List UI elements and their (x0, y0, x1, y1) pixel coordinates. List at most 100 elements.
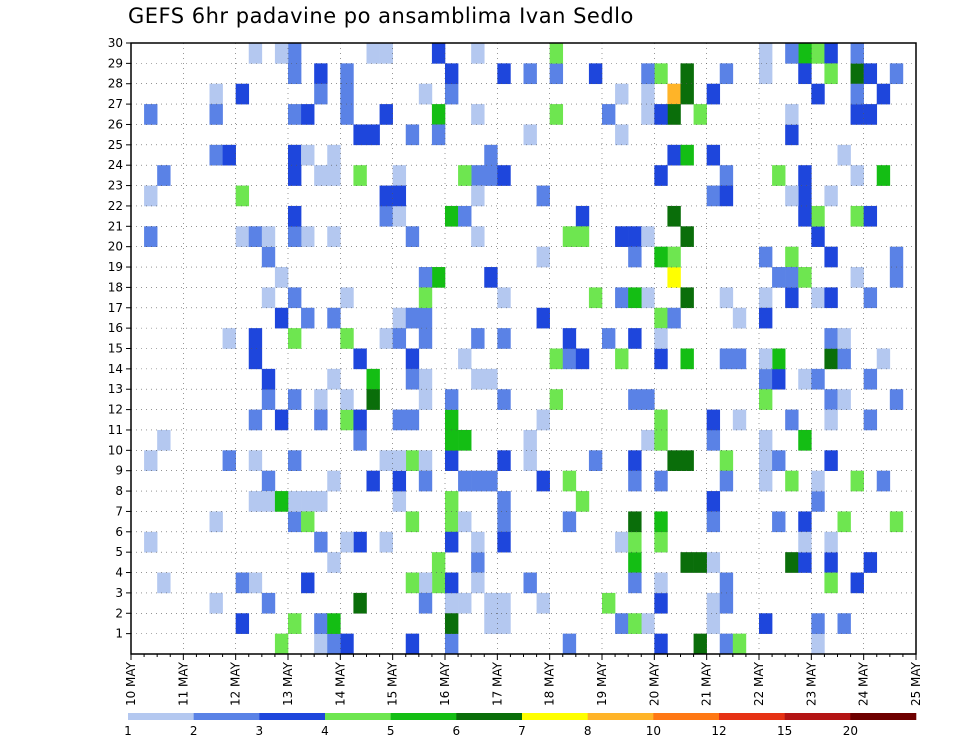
heatmap-cell (654, 348, 668, 370)
heatmap-cell (458, 205, 472, 227)
heatmap-cell (667, 450, 681, 471)
heatmap-cell (654, 633, 668, 655)
heatmap-cell (850, 83, 864, 105)
colorbar-swatch (259, 713, 326, 720)
heatmap-cell (798, 511, 812, 533)
heatmap-cell (732, 409, 747, 431)
heatmap-cell (615, 83, 629, 105)
heatmap-cell (575, 226, 590, 247)
heatmap-cell (824, 63, 838, 85)
heatmap-cell (405, 307, 420, 329)
heatmap-cell (772, 450, 786, 471)
heatmap-cell (575, 491, 590, 512)
y-tick-label: 21 (108, 219, 123, 233)
heatmap-cell (274, 307, 289, 329)
y-tick-label: 22 (108, 199, 123, 213)
heatmap-cell (445, 491, 459, 512)
heatmap-cell (471, 226, 485, 247)
heatmap-cell (261, 246, 276, 268)
x-tick-label: 19 MAY (595, 661, 609, 706)
heatmap-cell (628, 470, 642, 492)
heatmap-cell (641, 104, 655, 125)
heatmap-cell (235, 83, 250, 105)
colorbar-swatch (784, 713, 851, 720)
heatmap-cell (497, 531, 511, 553)
heatmap-cell (615, 124, 629, 146)
heatmap-cell (353, 409, 367, 431)
colorbar-swatch (587, 713, 654, 720)
y-tick-label: 8 (115, 484, 123, 498)
heatmap-cell (274, 491, 289, 512)
heatmap-cell (366, 124, 380, 146)
heatmap-cell (772, 348, 786, 370)
heatmap-cell (418, 389, 433, 410)
heatmap-cell (719, 592, 734, 614)
heatmap-cell (327, 470, 341, 492)
heatmap-cell (523, 450, 537, 471)
heatmap-cell (445, 531, 459, 553)
heatmap-cell (327, 165, 341, 186)
heatmap-cell (366, 43, 380, 64)
heatmap-cell (445, 450, 459, 471)
x-tick-label: 21 MAY (700, 661, 714, 706)
heatmap-cell (261, 389, 276, 410)
heatmap-cell (732, 633, 747, 655)
heatmap-cells (144, 43, 904, 655)
heatmap-cell (641, 613, 655, 634)
heatmap-cell (458, 470, 472, 492)
colorbar-label: 7 (518, 724, 526, 738)
heatmap-cell (314, 531, 328, 553)
heatmap-cell (680, 144, 694, 166)
heatmap-cell (274, 43, 289, 64)
heatmap-cell (405, 450, 420, 471)
heatmap-cell (654, 572, 668, 594)
heatmap-cell (667, 83, 681, 105)
colorbar-label: 15 (777, 724, 792, 738)
y-tick-label: 4 (115, 566, 123, 580)
heatmap-cell (759, 43, 773, 64)
heatmap-cell (719, 185, 734, 207)
heatmap-cell (288, 491, 302, 512)
heatmap-cell (798, 185, 812, 207)
heatmap-cell (484, 592, 498, 614)
heatmap-cell (615, 613, 629, 634)
heatmap-cell (418, 368, 433, 390)
heatmap-cell (837, 348, 851, 370)
heatmap-cell (641, 83, 655, 105)
y-tick-label: 15 (108, 342, 123, 356)
x-tick-label: 14 MAY (333, 661, 347, 706)
heatmap-cell (418, 328, 433, 349)
heatmap-cell (301, 307, 315, 329)
heatmap-cell (706, 552, 721, 573)
heatmap-cell (458, 592, 472, 614)
heatmap-cell (340, 389, 354, 410)
x-tick-label: 20 MAY (647, 661, 661, 706)
y-tick-label: 28 (108, 77, 123, 91)
heatmap-cell (274, 409, 289, 431)
heatmap-cell (144, 450, 158, 471)
heatmap-cell (445, 83, 459, 105)
heatmap-cell (798, 429, 812, 451)
heatmap-cell (654, 307, 668, 329)
heatmap-cell (248, 348, 263, 370)
heatmap-cell (706, 491, 721, 512)
heatmap-cell (889, 511, 904, 533)
heatmap-cell (798, 531, 812, 553)
y-tick-label: 5 (115, 545, 123, 559)
heatmap-cell (785, 246, 799, 268)
heatmap-cell (811, 43, 825, 64)
heatmap-cell (759, 450, 773, 471)
heatmap-cell (157, 429, 171, 451)
heatmap-cell (327, 144, 341, 166)
heatmap-cell (235, 226, 250, 247)
heatmap-cell (431, 572, 446, 594)
y-tick-label: 27 (108, 97, 123, 111)
heatmap-cell (484, 165, 498, 186)
heatmap-cell (850, 470, 864, 492)
x-tick-label: 16 MAY (438, 661, 452, 706)
y-tick-label: 18 (108, 280, 123, 294)
heatmap-cell (418, 572, 433, 594)
heatmap-cell (837, 511, 851, 533)
heatmap-cell (288, 328, 302, 349)
colorbar-label: 5 (387, 724, 395, 738)
